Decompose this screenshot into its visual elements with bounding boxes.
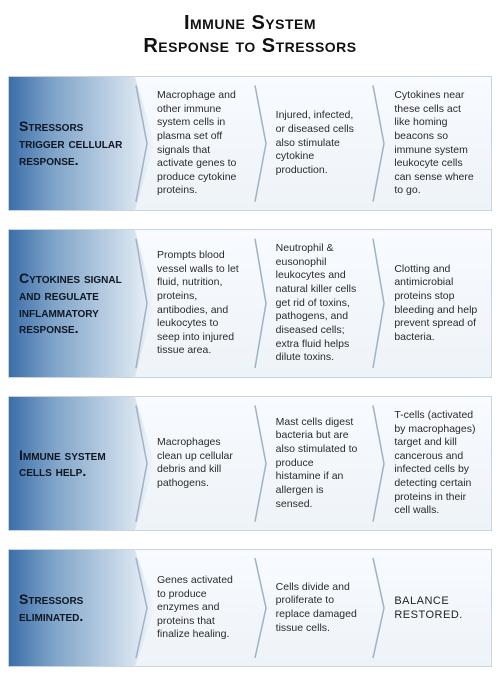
- chevron-divider-icon: [254, 236, 268, 371]
- row-head: Stressors trigger cellular response.: [9, 77, 135, 210]
- process-step: T-cells (activated by macrophages) targe…: [372, 397, 491, 530]
- process-step: Neutrophil & eusonophil leukocytes and n…: [254, 230, 373, 377]
- process-step-text: Macrophage and other immune system cells…: [157, 89, 242, 198]
- process-step-text: Cytokines near these cells act like homi…: [394, 89, 479, 198]
- title-line-1: Immune System: [0, 12, 500, 35]
- row-head-label: Immune system cells help.: [19, 447, 129, 481]
- row-head-label: Stressors trigger cellular response.: [19, 118, 129, 168]
- process-step: Clotting and antimicrobial proteins stop…: [372, 230, 491, 377]
- process-step-text: Cells divide and proliferate to replace …: [276, 581, 361, 636]
- chevron-divider-icon: [135, 556, 149, 660]
- main-title: Immune System Response to Stressors: [0, 12, 500, 58]
- title-line-2: Response to Stressors: [0, 35, 500, 58]
- row-head-label: Cytokines signal and regulate inflammato…: [19, 270, 129, 337]
- process-row: Cytokines signal and regulate inflammato…: [8, 229, 492, 378]
- process-row: Stressors eliminated. Genes activated to …: [8, 549, 492, 667]
- row-cells: Genes activated to produce enzymes and p…: [135, 550, 491, 666]
- process-step-text: T-cells (activated by macrophages) targe…: [394, 409, 479, 518]
- chevron-divider-icon: [372, 556, 386, 660]
- chevron-divider-icon: [254, 83, 268, 204]
- chevron-divider-icon: [254, 556, 268, 660]
- process-step: Macrophages clean up cellular debris and…: [135, 397, 254, 530]
- process-step-text: Neutrophil & eusonophil leukocytes and n…: [276, 242, 361, 365]
- process-step: Cytokines near these cells act like homi…: [372, 77, 491, 210]
- chevron-divider-icon: [135, 236, 149, 371]
- process-step: Genes activated to produce enzymes and p…: [135, 550, 254, 666]
- process-step-text: BALANCE RESTORED.: [394, 594, 479, 623]
- process-step-text: Mast cells digest bacteria but are also …: [276, 416, 361, 511]
- process-step: Cells divide and proliferate to replace …: [254, 550, 373, 666]
- chevron-divider-icon: [372, 403, 386, 524]
- process-step: Mast cells digest bacteria but are also …: [254, 397, 373, 530]
- process-step-text: Macrophages clean up cellular debris and…: [157, 436, 242, 491]
- process-step-text: Injured, infected, or diseased cells als…: [276, 109, 361, 177]
- chevron-divider-icon: [254, 403, 268, 524]
- chevron-divider-icon: [372, 236, 386, 371]
- row-cells: Prompts blood vessel walls to let fluid,…: [135, 230, 491, 377]
- process-step: Macrophage and other immune system cells…: [135, 77, 254, 210]
- row-cells: Macrophages clean up cellular debris and…: [135, 397, 491, 530]
- process-step-text: Clotting and antimicrobial proteins stop…: [394, 263, 479, 345]
- process-step: Prompts blood vessel walls to let fluid,…: [135, 230, 254, 377]
- chevron-divider-icon: [372, 83, 386, 204]
- row-head-label: Stressors eliminated.: [19, 591, 129, 625]
- chevron-divider-icon: [135, 403, 149, 524]
- row-head: Stressors eliminated.: [9, 550, 135, 666]
- process-step: Injured, infected, or diseased cells als…: [254, 77, 373, 210]
- process-step-text: Prompts blood vessel walls to let fluid,…: [157, 249, 242, 358]
- chevron-divider-icon: [135, 83, 149, 204]
- process-row: Stressors trigger cellular response. Macr…: [8, 76, 492, 211]
- process-step-text: Genes activated to produce enzymes and p…: [157, 574, 242, 642]
- process-step: BALANCE RESTORED.: [372, 550, 491, 666]
- process-rows: Stressors trigger cellular response. Macr…: [0, 76, 500, 667]
- process-row: Immune system cells help. Macrophages cle…: [8, 396, 492, 531]
- row-head: Cytokines signal and regulate inflammato…: [9, 230, 135, 377]
- row-head: Immune system cells help.: [9, 397, 135, 530]
- row-cells: Macrophage and other immune system cells…: [135, 77, 491, 210]
